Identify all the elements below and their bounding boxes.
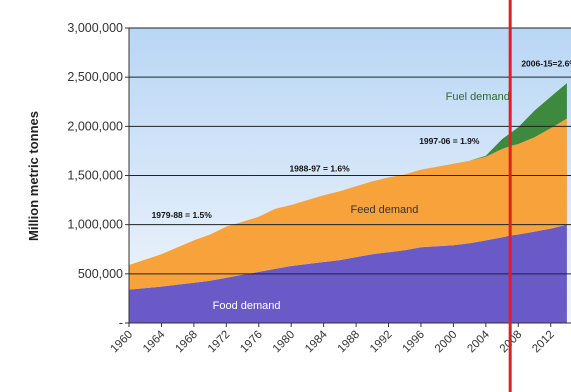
series-label: Feed demand [351,204,419,216]
x-tick-label: 1976 [238,329,265,356]
x-tick-label: 2000 [433,329,460,356]
x-tick-label: 1980 [271,329,298,356]
y-tick-label: 3,000,000 [67,21,123,35]
series-label: Fuel demand [446,91,510,103]
series-label: Food demand [213,300,281,312]
x-tick-label: 2012 [530,329,557,356]
growth-annotation: 2006-15=2.6% [521,58,571,68]
x-tick-label: 1984 [303,328,330,355]
y-tick-label: 2,000,000 [67,119,123,133]
x-tick-label: 1964 [141,328,168,355]
y-axis-label: Million metric tonnes [26,111,41,241]
growth-annotation: 1979-88 = 1.5% [152,210,213,220]
y-tick-label: 1,000,000 [67,218,123,232]
y-tick-label: 1,500,000 [67,169,123,183]
growth-annotation: 1988-97 = 1.6% [289,164,350,174]
x-tick-label: 1968 [173,329,200,356]
x-tick-label: 1960 [109,329,136,356]
growth-annotation: 1997-06 = 1.9% [419,136,480,146]
x-tick-label: 2004 [465,328,492,355]
x-tick-label: 1996 [401,329,428,356]
x-tick-label: 1988 [336,329,363,356]
y-tick-label: - [119,316,123,330]
area-feed-demand [129,118,567,290]
y-tick-label: 2,500,000 [67,70,123,84]
y-tick-label: 500,000 [78,267,123,281]
x-tick-label: 1992 [368,329,395,356]
x-tick-label: 1972 [206,329,233,356]
